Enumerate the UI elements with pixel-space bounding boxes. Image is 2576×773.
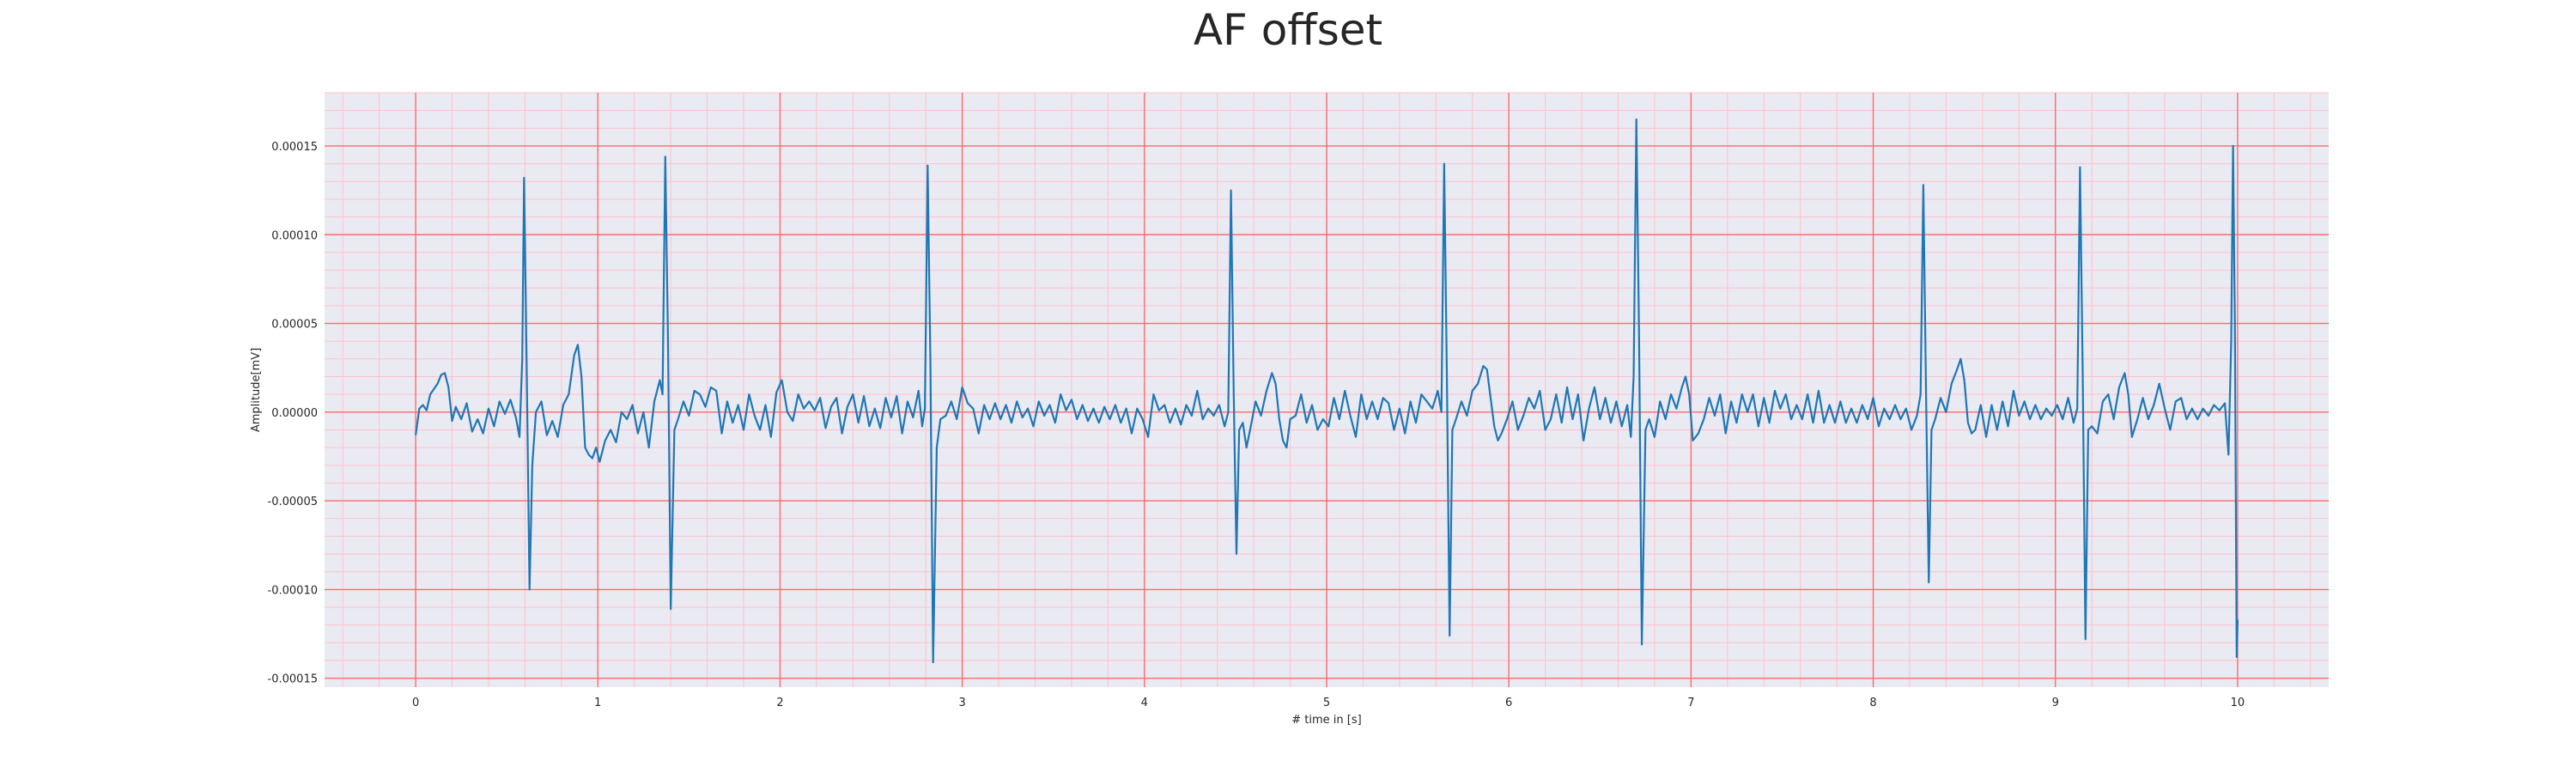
x-tick-label: 5: [1323, 697, 1330, 709]
y-tick-label: 0.00015: [271, 141, 318, 154]
y-tick-label: 0.00000: [271, 407, 318, 420]
y-tick-label: -0.00010: [268, 584, 318, 597]
x-tick-label: 4: [1141, 697, 1148, 709]
y-tick-label: -0.00015: [268, 673, 318, 686]
y-tick-label: -0.00005: [268, 496, 318, 508]
x-tick-label: 0: [412, 697, 419, 709]
x-tick-label: 1: [594, 697, 601, 709]
x-axis-label: # time in [s]: [1291, 714, 1361, 727]
x-tick-label: 2: [776, 697, 783, 709]
y-tick-label: 0.00010: [271, 229, 318, 242]
y-tick-label: 0.00005: [271, 319, 318, 332]
x-axis-ticks: 0 1 2 3 4 5 6 7 8 9 10: [412, 697, 2245, 709]
series-line: [415, 118, 2239, 664]
x-tick-label: 8: [1869, 697, 1876, 709]
x-tick-label: 10: [2231, 697, 2245, 709]
x-tick-label: 7: [1687, 697, 1694, 709]
x-tick-label: 9: [2052, 697, 2059, 709]
x-tick-label: 3: [958, 697, 965, 709]
chart-title: AF offset: [1193, 5, 1383, 55]
x-tick-label: 6: [1505, 697, 1512, 709]
y-axis-ticks: 0.00015 0.00010 0.00005 0.00000 -0.00005 -0.0…: [268, 141, 318, 686]
y-axis-label: Amplitude[mV]: [250, 348, 263, 432]
major-gridlines: [325, 93, 2329, 687]
